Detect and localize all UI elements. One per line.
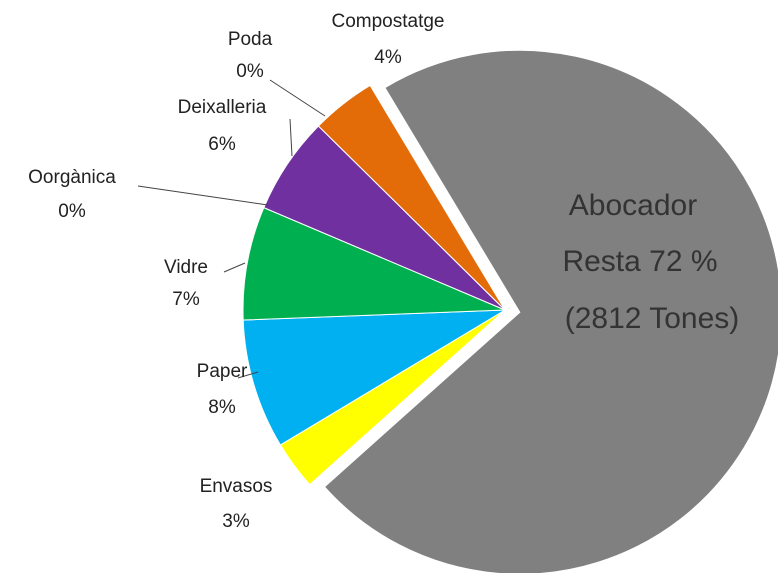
- annotation: Resta: [562, 245, 641, 278]
- leader-line: [289, 118, 293, 157]
- slice-label: Paper: [197, 361, 248, 382]
- pie-slice: [323, 49, 778, 573]
- slice-value-label: 0%: [236, 61, 264, 82]
- slice-label: Deixalleria: [178, 97, 267, 118]
- slice-value-label: 8%: [208, 397, 236, 418]
- slice-label: Vidre: [164, 257, 208, 278]
- slice-value-label: 6%: [208, 134, 236, 155]
- leader-line: [237, 371, 259, 379]
- gap: [641, 245, 649, 278]
- leader-line: [137, 185, 269, 206]
- pie-slice: [317, 84, 506, 311]
- annotation: (2812 Tones): [565, 302, 740, 335]
- slice-value-label-line: Resta 72 %: [562, 245, 717, 278]
- slice-value-label: 72 %: [649, 245, 717, 278]
- slice-value-label: 7%: [172, 289, 200, 310]
- leader-line: [269, 79, 326, 117]
- slice-value-label: 4%: [374, 47, 402, 68]
- slice-value-label: 0%: [58, 201, 86, 222]
- slice-label: Envasos: [200, 476, 273, 497]
- slice-label: Oorgànica: [28, 167, 116, 188]
- slice-label: Compostatge: [331, 11, 444, 32]
- leader-line: [223, 262, 246, 273]
- slice-label: Abocador: [569, 189, 697, 222]
- slice-value-label: 3%: [222, 511, 250, 532]
- slice-label: Poda: [228, 29, 273, 50]
- pie-slice: [242, 309, 506, 446]
- pie-slice: [242, 206, 506, 321]
